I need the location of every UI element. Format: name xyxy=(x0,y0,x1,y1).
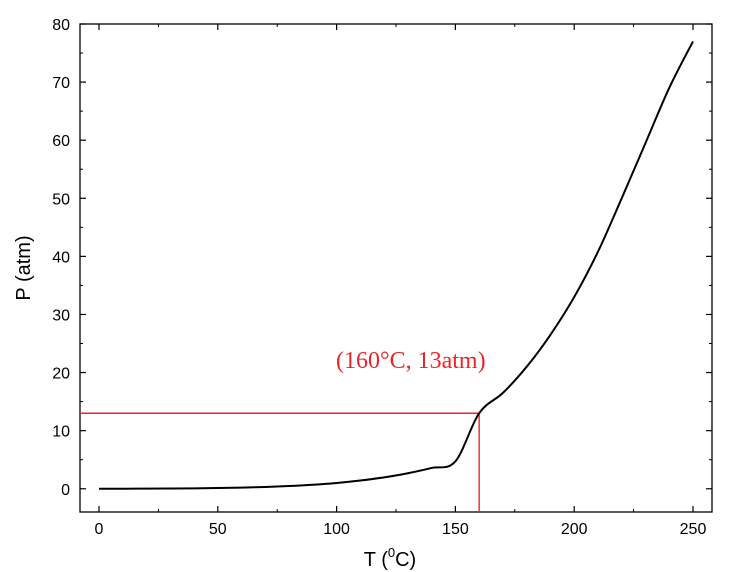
x-tick-label: 0 xyxy=(95,521,104,538)
x-axis-title-superscript: 0 xyxy=(388,545,395,560)
y-tick-label: 30 xyxy=(52,307,70,324)
pressure-curve xyxy=(99,40,694,490)
y-tick-label: 60 xyxy=(52,133,70,150)
x-axis-title: T (0C) xyxy=(364,545,416,571)
x-tick-label: 100 xyxy=(323,521,350,538)
y-tick-label: 70 xyxy=(52,75,70,92)
x-tick-label: 150 xyxy=(442,521,469,538)
plot-frame xyxy=(79,23,713,513)
x-axis-title-prefix: T ( xyxy=(364,549,388,571)
y-tick-label: 0 xyxy=(61,482,70,499)
y-tick-label: 10 xyxy=(52,424,70,441)
y-tick-label: 20 xyxy=(52,366,70,383)
x-axis-title-suffix: C) xyxy=(395,549,416,571)
x-tick-label: 250 xyxy=(680,521,707,538)
x-tick-label: 50 xyxy=(209,521,227,538)
y-tick-label: 50 xyxy=(52,191,70,208)
y-tick-label: 80 xyxy=(52,17,70,34)
y-axis-title: P (atm) xyxy=(13,235,35,300)
x-tick-label: 200 xyxy=(561,521,588,538)
annotation-label: (160°C, 13atm) xyxy=(336,348,486,374)
y-tick-label: 40 xyxy=(52,249,70,266)
ticks-layer: 0 50 100 150 200 250 0 10 20 30 40 50 60 70 80 xyxy=(52,17,712,538)
